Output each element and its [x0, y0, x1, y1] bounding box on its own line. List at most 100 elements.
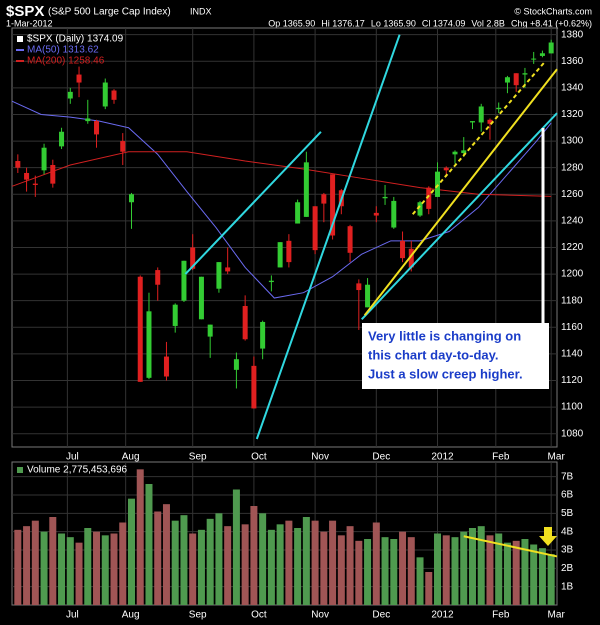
candle-body — [67, 91, 73, 99]
legend-label: $SPX (Daily) 1374.09 — [27, 34, 124, 45]
x-tick-label: Dec — [372, 452, 390, 463]
candle-body — [216, 262, 222, 289]
plots: 1080 1100 1120 1140 1160 1180 1200 1220 1240 1260… — [11, 27, 584, 621]
volume-bar — [93, 531, 101, 605]
volume-bar — [276, 524, 284, 605]
candle-body — [94, 121, 100, 135]
trendline — [361, 112, 558, 320]
volume-bar — [311, 520, 319, 605]
y-tick-label: 3B — [561, 545, 574, 556]
candle-body — [163, 356, 169, 377]
candle-body — [321, 194, 327, 204]
candle-body — [469, 121, 475, 123]
candle-body — [41, 147, 47, 171]
y-tick-label: 1200 — [561, 269, 584, 280]
candle-body — [513, 73, 519, 86]
volume-bar — [267, 529, 275, 605]
volume-bar — [162, 504, 170, 605]
volume-bar — [241, 524, 249, 605]
x-tick-label: Oct — [251, 610, 267, 621]
x-tick-label: Feb — [492, 452, 510, 463]
y-tick-label: 1240 — [561, 216, 584, 227]
candle-body — [356, 283, 362, 291]
volume-bar — [442, 535, 450, 605]
trendline — [255, 34, 401, 440]
y-tick-label: 4B — [561, 526, 574, 537]
y-tick-label: 1320 — [561, 109, 584, 120]
quote-item: Lo 1365.90 — [371, 18, 416, 28]
quote-item: Vol 2.8B — [471, 18, 505, 28]
quote-item: Chg +8.41 (+0.62%) — [511, 18, 592, 28]
volume-bar — [23, 526, 31, 605]
annotation: this chart day-to-day. — [368, 347, 499, 362]
moving-average — [11, 100, 552, 299]
volume-bar — [477, 526, 485, 605]
candle-body — [478, 106, 484, 123]
date: 1-Mar-2012 — [6, 18, 53, 28]
x-tick-label: Mar — [548, 610, 566, 621]
candle-body — [15, 161, 21, 168]
volume-bar — [58, 533, 66, 605]
annotation: Very little is changing on — [368, 328, 521, 343]
volume-bar — [320, 531, 328, 605]
y-tick-label: 7B — [561, 471, 574, 482]
volume-bar — [31, 520, 39, 605]
annotation: Just a slow creep higher. — [368, 366, 523, 381]
candle-body — [504, 77, 510, 83]
candle-body — [111, 90, 117, 100]
arrow-icon — [539, 527, 557, 546]
y-tick-label: 1260 — [561, 189, 584, 200]
x-tick-label: Jul — [66, 452, 79, 463]
candle-body — [268, 280, 274, 283]
y-tick-label: 1380 — [561, 29, 584, 40]
volume-bar — [145, 484, 153, 605]
x-tick-label: Feb — [492, 610, 510, 621]
volume-bar — [154, 511, 162, 605]
volume-bar — [259, 513, 267, 605]
volume-bar — [390, 539, 398, 605]
volume-bar — [197, 529, 205, 605]
volume-bar — [101, 535, 109, 605]
candle-body — [260, 321, 266, 349]
y-tick-label: 1280 — [561, 162, 584, 173]
volume-bar — [486, 535, 494, 605]
y-tick-label: 5B — [561, 508, 574, 519]
copyright: © StockCharts.com — [514, 6, 592, 16]
candle-body — [539, 53, 545, 56]
trendline — [411, 60, 547, 215]
candle-body — [251, 365, 257, 409]
volume-bar — [49, 517, 57, 605]
volume-bar — [206, 518, 214, 605]
x-tick-label: Dec — [372, 610, 390, 621]
volume-bar — [302, 517, 310, 605]
index-name: (S&P 500 Large Cap Index) — [48, 7, 171, 18]
y-tick-label: 1160 — [561, 322, 583, 333]
volume-bar — [372, 522, 380, 605]
volume-bar — [512, 540, 520, 605]
x-tick-label: Sep — [189, 452, 207, 463]
y-tick-label: 1120 — [561, 375, 583, 386]
quote: Chg +8.41 (+0.62%) Vol 2.8B Cl 1374.09 Lo 1… — [268, 18, 592, 28]
volume-bar — [434, 533, 442, 605]
y-tick-label: 1300 — [561, 136, 584, 147]
legend-swatch — [17, 467, 23, 473]
x-tick-label: 2012 — [431, 610, 454, 621]
candle-body — [312, 206, 318, 251]
volume-bar — [329, 520, 337, 605]
candle-body — [461, 150, 467, 154]
volume-bar — [547, 554, 555, 605]
candle-body — [347, 226, 353, 253]
candle-body — [295, 202, 301, 224]
candle-body — [225, 267, 231, 272]
volume-bar — [381, 537, 389, 605]
candle-body — [242, 306, 248, 340]
volume-bar — [66, 537, 74, 605]
candle-body — [417, 202, 423, 216]
candle-body — [32, 183, 38, 185]
candle-body — [76, 74, 82, 83]
volume-bar — [503, 542, 511, 605]
volume-bar — [224, 526, 232, 605]
volume-bar — [171, 520, 179, 605]
candle-body — [120, 141, 126, 152]
